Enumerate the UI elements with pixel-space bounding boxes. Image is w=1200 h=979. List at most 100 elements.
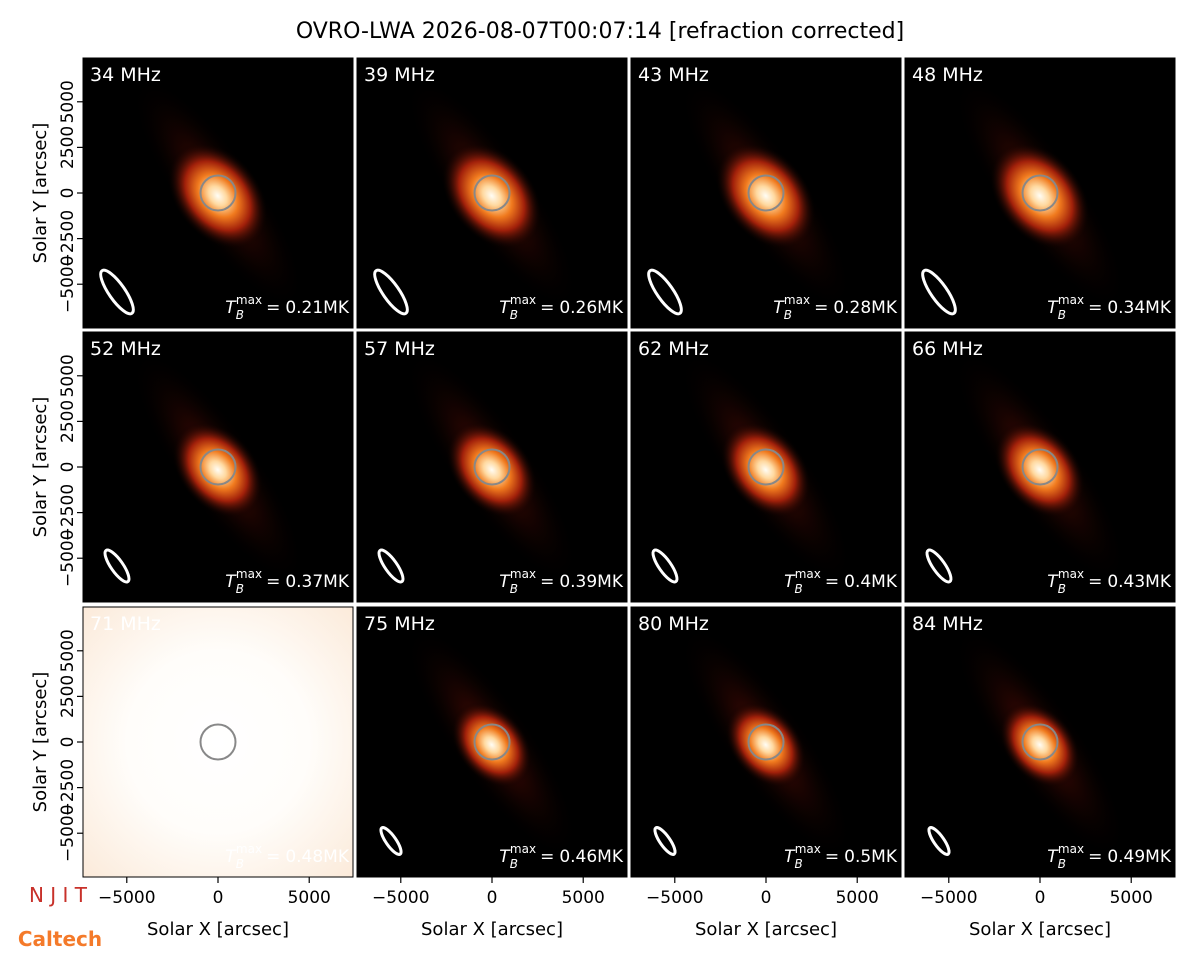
y-tick-label: 0: [58, 462, 78, 473]
tmax-sub: B: [1058, 582, 1066, 596]
frequency-label: 66 MHz: [912, 338, 983, 360]
emission: [720, 421, 812, 518]
panel-frame: [630, 57, 902, 329]
frequency-label: 43 MHz: [638, 64, 709, 86]
tmax-symbol: T: [225, 298, 237, 318]
solar-limb: [747, 723, 785, 761]
tmax-symbol: T: [1047, 572, 1059, 592]
y-tick-label: 0: [58, 737, 78, 748]
beam: [927, 826, 951, 856]
y-axis-label: Solar Y [arcsec]: [30, 397, 51, 538]
frequency-label: 75 MHz: [364, 613, 435, 635]
x-axis-label: Solar X [arcsec]: [695, 919, 837, 940]
tmax-value: 0.39MK: [559, 572, 624, 592]
tmax-symbol: T: [784, 847, 796, 867]
x-tick-label: 0: [213, 888, 224, 908]
x-tick-label: 5000: [1110, 888, 1153, 908]
panel-background: [83, 607, 353, 877]
beam: [653, 826, 677, 856]
y-tick-label: 2500: [58, 400, 78, 443]
x-axis-label: Solar X [arcsec]: [421, 919, 563, 940]
emission: [999, 702, 1081, 788]
solar-limb: [473, 174, 511, 212]
tmax-value: 0.48MK: [285, 847, 350, 867]
x-tick-label: −5000: [646, 888, 704, 908]
solar-limb: [199, 448, 237, 486]
tmax-eq: =: [266, 572, 280, 592]
tmax-sub: B: [236, 582, 244, 596]
tmax-sup: max: [1058, 567, 1084, 581]
tmax-symbol: T: [225, 847, 237, 867]
njit-logo: N J I T: [29, 883, 88, 907]
tmax-eq: =: [814, 298, 828, 318]
emission: [441, 142, 542, 250]
x-tick-label: 5000: [562, 888, 605, 908]
tmax-sup: max: [1058, 842, 1084, 856]
tmax-sup: max: [510, 293, 536, 307]
tmax-value: 0.49MK: [1107, 847, 1172, 867]
emission: [451, 702, 533, 788]
solar-limb: [473, 723, 511, 761]
beam: [921, 268, 957, 316]
tmax-eq: =: [266, 847, 280, 867]
tmax-eq: =: [540, 847, 554, 867]
tmax-eq: =: [540, 298, 554, 318]
tmax-symbol: T: [499, 847, 511, 867]
frequency-label: 71 MHz: [90, 613, 161, 635]
frequency-label: 62 MHz: [638, 338, 709, 360]
solar-limb: [747, 448, 785, 486]
tmax-label: TBmax = 0.46MK: [499, 842, 624, 871]
beam: [647, 268, 683, 316]
tmax-symbol: T: [225, 572, 237, 592]
tmax-sub: B: [510, 857, 518, 871]
tmax-symbol: T: [784, 572, 796, 592]
solar-limb: [473, 448, 511, 486]
x-tick-label: −5000: [372, 888, 430, 908]
tmax-sup: max: [795, 567, 821, 581]
tmax-label: TBmax = 0.4MK: [784, 567, 898, 596]
tmax-label: TBmax = 0.34MK: [1047, 293, 1172, 322]
tmax-symbol: T: [773, 298, 785, 318]
y-tick-label: 5000: [58, 354, 78, 397]
beam: [925, 548, 953, 584]
panel-frame: [356, 331, 628, 603]
solar-limb: [1021, 448, 1059, 486]
x-tick-label: 0: [487, 888, 498, 908]
solar-limb: [747, 174, 785, 212]
x-tick-label: −5000: [920, 888, 978, 908]
tmax-eq: =: [540, 572, 554, 592]
beam: [99, 268, 135, 316]
panel-frame: [630, 331, 902, 603]
tmax-label: TBmax = 0.26MK: [499, 293, 624, 322]
panel-frame: [356, 57, 628, 329]
tmax-sup: max: [784, 293, 810, 307]
tmax-value: 0.4MK: [844, 572, 898, 592]
emission: [725, 702, 807, 788]
tmax-sub: B: [1058, 857, 1066, 871]
frequency-label: 57 MHz: [364, 338, 435, 360]
tmax-value: 0.37MK: [285, 572, 350, 592]
x-tick-label: 5000: [288, 888, 331, 908]
frequency-label: 84 MHz: [912, 613, 983, 635]
frequency-label: 52 MHz: [90, 338, 161, 360]
x-tick-label: 0: [761, 888, 772, 908]
solar-limb: [1021, 723, 1059, 761]
tmax-value: 0.26MK: [559, 298, 624, 318]
y-tick-label: −2500: [58, 210, 78, 268]
tmax-label: TBmax = 0.21MK: [225, 293, 350, 322]
beam: [651, 548, 679, 584]
emission: [715, 142, 816, 250]
tmax-label: TBmax = 0.28MK: [773, 293, 898, 322]
frequency-label: 80 MHz: [638, 613, 709, 635]
tmax-value: 0.21MK: [285, 298, 350, 318]
frequency-label: 34 MHz: [90, 64, 161, 86]
y-tick-label: −5000: [58, 529, 78, 587]
tmax-eq: =: [266, 298, 280, 318]
tmax-label: TBmax = 0.43MK: [1047, 567, 1172, 596]
emission: [994, 421, 1086, 518]
tmax-sub: B: [795, 582, 803, 596]
x-axis-label: Solar X [arcsec]: [147, 919, 289, 940]
tmax-sub: B: [510, 582, 518, 596]
tmax-sub: B: [236, 308, 244, 322]
